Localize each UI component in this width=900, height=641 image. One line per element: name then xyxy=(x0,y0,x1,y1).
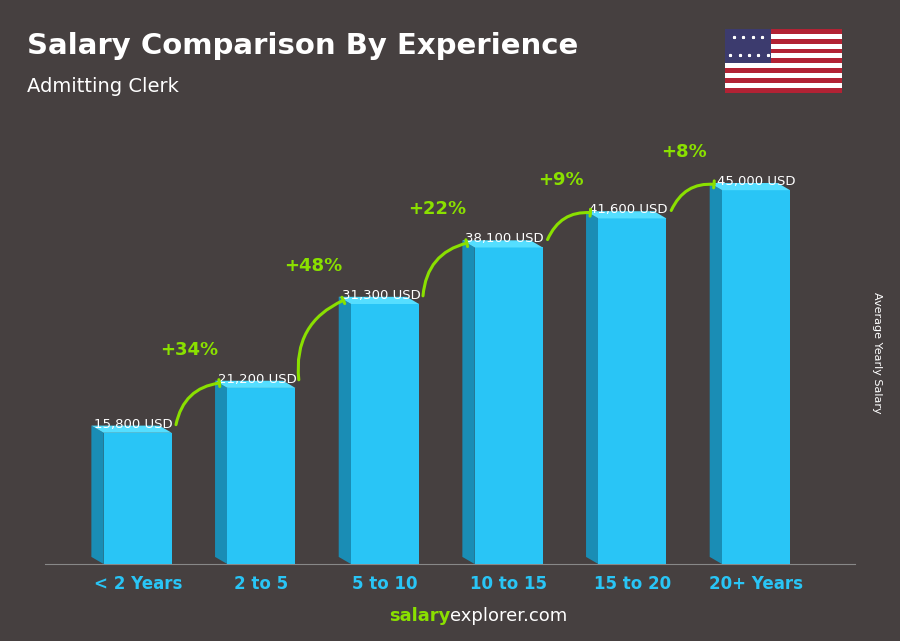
Bar xyxy=(724,73,842,78)
Bar xyxy=(724,44,842,49)
Polygon shape xyxy=(338,297,351,564)
Bar xyxy=(351,304,419,564)
Polygon shape xyxy=(92,426,104,564)
Polygon shape xyxy=(710,183,790,190)
Text: +48%: +48% xyxy=(284,257,343,275)
Text: +22%: +22% xyxy=(408,201,466,219)
Text: 45,000 USD: 45,000 USD xyxy=(716,175,796,188)
Polygon shape xyxy=(586,212,598,564)
Text: 38,100 USD: 38,100 USD xyxy=(465,232,544,246)
Text: Salary Comparison By Experience: Salary Comparison By Experience xyxy=(27,32,578,60)
Bar xyxy=(598,219,666,564)
Text: Average Yearly Salary: Average Yearly Salary xyxy=(872,292,883,413)
Bar xyxy=(724,53,842,58)
Polygon shape xyxy=(215,381,295,388)
Text: salary: salary xyxy=(389,607,450,625)
Text: Admitting Clerk: Admitting Clerk xyxy=(27,77,179,96)
Polygon shape xyxy=(463,240,474,564)
Polygon shape xyxy=(92,426,172,433)
Bar xyxy=(724,63,842,69)
Bar xyxy=(724,38,842,44)
Text: 21,200 USD: 21,200 USD xyxy=(218,372,297,386)
Text: 31,300 USD: 31,300 USD xyxy=(342,288,420,302)
Polygon shape xyxy=(710,183,722,564)
Bar xyxy=(724,78,842,83)
Bar xyxy=(724,29,842,34)
Bar xyxy=(724,49,842,53)
Bar xyxy=(722,190,790,564)
Bar xyxy=(724,34,842,38)
Bar xyxy=(724,29,771,63)
Bar xyxy=(724,83,842,88)
Bar xyxy=(724,88,842,93)
Bar xyxy=(724,58,842,63)
Bar xyxy=(228,388,295,564)
Text: explorer.com: explorer.com xyxy=(450,607,567,625)
Bar xyxy=(104,433,172,564)
Text: 15,800 USD: 15,800 USD xyxy=(94,417,173,431)
Polygon shape xyxy=(338,297,419,304)
Bar xyxy=(724,69,842,73)
Polygon shape xyxy=(586,212,666,219)
Text: +8%: +8% xyxy=(662,143,707,161)
Text: +34%: +34% xyxy=(160,341,219,359)
Bar xyxy=(474,247,543,564)
Polygon shape xyxy=(215,381,228,564)
Text: +9%: +9% xyxy=(538,171,583,189)
Polygon shape xyxy=(463,240,543,247)
Text: 41,600 USD: 41,600 USD xyxy=(590,203,668,216)
